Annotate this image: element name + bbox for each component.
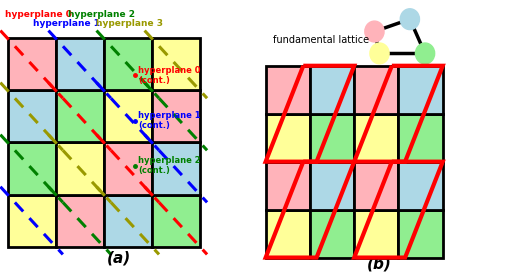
Bar: [152, 38, 199, 90]
Bar: [56, 195, 104, 247]
Bar: [8, 195, 56, 247]
Bar: [265, 210, 309, 258]
Bar: [56, 90, 104, 142]
Text: (a): (a): [107, 251, 131, 266]
Text: hyperplane 0: hyperplane 0: [5, 10, 72, 19]
Bar: [104, 38, 152, 90]
Text: hyperplane 1: hyperplane 1: [33, 19, 99, 28]
Bar: [8, 90, 56, 142]
Bar: [309, 66, 354, 114]
Text: hyperplane 3: hyperplane 3: [96, 19, 163, 28]
Bar: [354, 210, 398, 258]
Text: (b): (b): [366, 256, 391, 271]
Bar: [398, 66, 442, 114]
Circle shape: [399, 9, 419, 30]
Bar: [354, 162, 398, 210]
Bar: [265, 162, 309, 210]
Bar: [152, 90, 199, 142]
Text: hyperplane 0
(cont.): hyperplane 0 (cont.): [137, 66, 200, 85]
Bar: [152, 195, 199, 247]
Text: hyperplane 2
(cont.): hyperplane 2 (cont.): [137, 156, 200, 175]
Bar: [8, 38, 56, 90]
Bar: [265, 114, 309, 162]
Bar: [354, 114, 398, 162]
Bar: [398, 162, 442, 210]
Text: hyperplane 2: hyperplane 2: [68, 10, 135, 19]
Bar: [104, 142, 152, 195]
Text: fundamental lattice: fundamental lattice: [273, 35, 369, 45]
Bar: [104, 90, 152, 142]
Bar: [398, 114, 442, 162]
Bar: [152, 142, 199, 195]
Bar: [56, 142, 104, 195]
Bar: [309, 210, 354, 258]
Bar: [56, 38, 104, 90]
Bar: [8, 142, 56, 195]
Bar: [104, 195, 152, 247]
Circle shape: [415, 43, 434, 64]
Bar: [309, 114, 354, 162]
Bar: [309, 162, 354, 210]
Text: hyperplane 1
(cont.): hyperplane 1 (cont.): [137, 111, 200, 130]
Circle shape: [369, 43, 388, 64]
Circle shape: [364, 21, 383, 42]
Bar: [265, 66, 309, 114]
Bar: [398, 210, 442, 258]
Bar: [354, 66, 398, 114]
